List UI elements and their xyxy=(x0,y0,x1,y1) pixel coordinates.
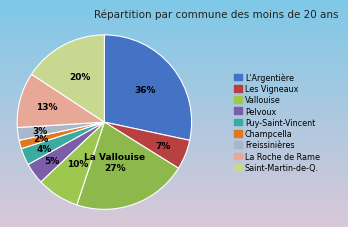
Text: 13%: 13% xyxy=(36,103,58,112)
Legend: L'Argentière, Les Vigneaux, Vallouise, Pelvoux, Puy-Saint-Vincent, Champcella, F: L'Argentière, Les Vigneaux, Vallouise, P… xyxy=(233,72,322,174)
Text: 7%: 7% xyxy=(155,141,170,151)
Text: 20%: 20% xyxy=(69,72,90,81)
Text: 5%: 5% xyxy=(44,157,59,165)
Text: Répartition par commune des moins de 20 ans: Répartition par commune des moins de 20 … xyxy=(94,9,338,20)
Text: 2%: 2% xyxy=(33,135,49,144)
Wedge shape xyxy=(19,123,104,149)
Wedge shape xyxy=(28,123,104,182)
Text: 36%: 36% xyxy=(134,85,156,94)
Text: 4%: 4% xyxy=(37,144,52,153)
Wedge shape xyxy=(41,123,104,205)
Wedge shape xyxy=(17,123,104,141)
Text: 3%: 3% xyxy=(32,127,47,136)
Wedge shape xyxy=(17,75,104,128)
Text: La Vallouise
27%: La Vallouise 27% xyxy=(84,152,145,172)
Wedge shape xyxy=(104,36,192,141)
Wedge shape xyxy=(104,123,190,168)
Wedge shape xyxy=(32,36,104,123)
Text: 10%: 10% xyxy=(68,159,89,168)
Wedge shape xyxy=(21,123,104,165)
Wedge shape xyxy=(77,123,179,210)
